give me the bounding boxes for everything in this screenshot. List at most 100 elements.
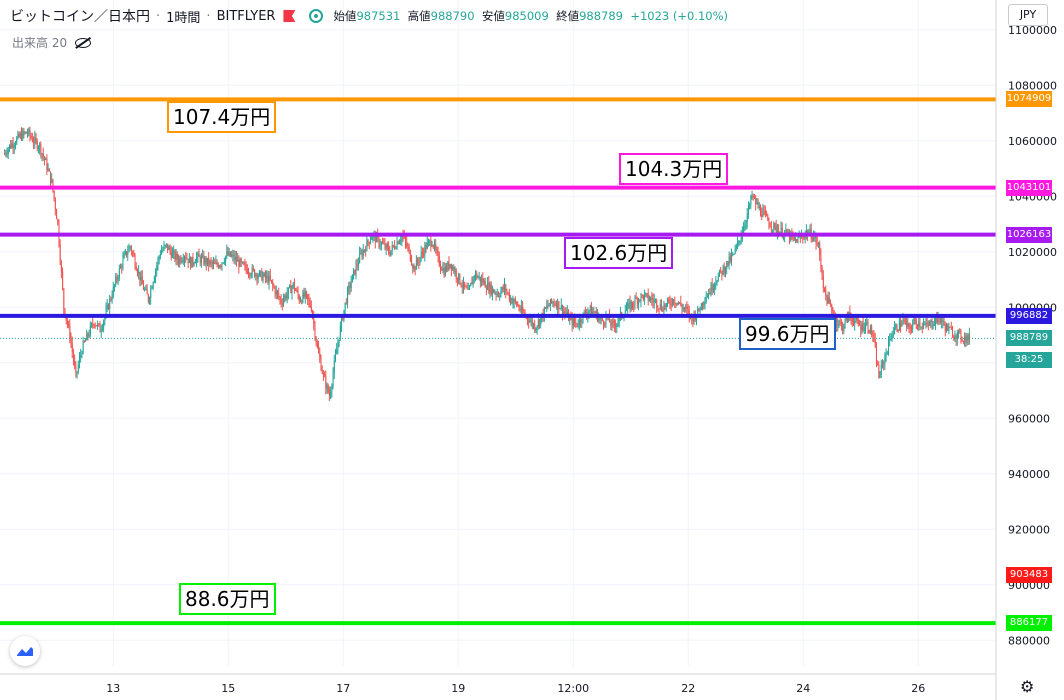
candle-body bbox=[233, 254, 235, 260]
candle-body bbox=[768, 220, 770, 226]
level-annotation[interactable]: 99.6万円 bbox=[739, 318, 836, 350]
candle-body bbox=[744, 225, 746, 228]
candle-body bbox=[443, 267, 445, 276]
candle-body bbox=[121, 266, 123, 268]
candle-body bbox=[685, 306, 687, 309]
candle-body bbox=[641, 294, 643, 296]
candle-body bbox=[885, 353, 887, 357]
candle-body bbox=[223, 261, 225, 263]
candle-body bbox=[927, 324, 929, 326]
candle-body bbox=[156, 265, 158, 271]
candle-body bbox=[725, 268, 727, 273]
candle-body bbox=[310, 306, 312, 312]
candle-body bbox=[279, 297, 281, 299]
candle-body bbox=[517, 305, 519, 307]
candle-body bbox=[612, 320, 614, 324]
candle-body bbox=[813, 237, 815, 240]
candle-body bbox=[116, 277, 118, 280]
candle-body bbox=[716, 281, 718, 283]
flag-icon[interactable] bbox=[283, 10, 296, 22]
candle-body bbox=[379, 245, 381, 247]
candle-body bbox=[273, 285, 275, 288]
candle-body bbox=[816, 243, 818, 245]
candle-body bbox=[399, 241, 401, 244]
candle-body bbox=[756, 202, 758, 204]
candle-body bbox=[403, 237, 405, 239]
candle-body bbox=[803, 237, 805, 239]
candle-body bbox=[10, 144, 12, 148]
level-annotation[interactable]: 107.4万円 bbox=[167, 101, 277, 133]
candle-body bbox=[144, 289, 146, 291]
candle-body bbox=[436, 249, 438, 253]
candle-body bbox=[301, 300, 303, 303]
hide-eye-icon[interactable] bbox=[75, 37, 92, 48]
candle-body bbox=[913, 319, 915, 325]
candle-body bbox=[115, 277, 117, 285]
candle-body bbox=[9, 144, 11, 149]
candle-body bbox=[562, 305, 564, 314]
visibility-icon[interactable] bbox=[309, 9, 324, 23]
candle-body bbox=[873, 335, 875, 340]
candle-body bbox=[531, 319, 533, 326]
gear-icon[interactable]: ⚙ bbox=[1020, 677, 1035, 696]
candle-body bbox=[418, 261, 420, 263]
candle-body bbox=[912, 324, 914, 330]
candle-body bbox=[751, 196, 753, 198]
candle-body bbox=[89, 325, 91, 335]
candle-body bbox=[755, 197, 757, 204]
candle-body bbox=[117, 277, 119, 280]
volume-legend: 出来高 20 bbox=[12, 34, 92, 51]
candle-body bbox=[180, 258, 182, 262]
candle-body bbox=[944, 324, 946, 331]
candle-body bbox=[384, 243, 386, 249]
candle-body bbox=[389, 251, 391, 256]
candle-body bbox=[431, 245, 433, 247]
candle-body bbox=[300, 300, 302, 302]
interval-label[interactable]: 1時間 bbox=[166, 10, 201, 26]
level-annotation[interactable]: 88.6万円 bbox=[179, 583, 276, 615]
candle-body bbox=[955, 336, 957, 340]
candle-body bbox=[103, 320, 105, 328]
tradingview-logo-icon[interactable] bbox=[10, 636, 40, 666]
candle-body bbox=[190, 257, 192, 268]
level-annotation[interactable]: 102.6万円 bbox=[564, 237, 674, 269]
currency-button[interactable]: JPY bbox=[1008, 4, 1048, 26]
candle-body bbox=[473, 276, 475, 278]
x-tick-label: 15 bbox=[221, 682, 235, 695]
candle-body bbox=[85, 340, 87, 342]
candle-body bbox=[682, 307, 684, 309]
candle-body bbox=[429, 240, 431, 242]
candle-body bbox=[4, 153, 6, 155]
candle-body bbox=[296, 290, 298, 292]
time-axis: 13 15 17 19 12:00 22 24 26 bbox=[0, 673, 996, 695]
level-annotation[interactable]: 104.3万円 bbox=[619, 153, 729, 185]
candle-body bbox=[79, 357, 81, 365]
x-tick-label: 24 bbox=[796, 682, 810, 695]
candle-body bbox=[16, 137, 18, 144]
candle-body bbox=[688, 310, 690, 317]
candle-body bbox=[629, 301, 631, 310]
candle-body bbox=[640, 294, 642, 302]
candle-body bbox=[274, 287, 276, 295]
candle-body bbox=[378, 237, 380, 246]
candle-body bbox=[909, 326, 911, 329]
symbol-name[interactable]: ビットコイン／日本円 bbox=[10, 9, 150, 25]
candle-body bbox=[624, 311, 626, 316]
candle-body bbox=[547, 305, 549, 307]
candle-body bbox=[298, 295, 300, 302]
candle-body bbox=[882, 362, 884, 365]
candle-body bbox=[74, 360, 76, 366]
candle-body bbox=[179, 258, 181, 264]
candle-body bbox=[659, 304, 661, 309]
candle-body bbox=[199, 256, 201, 263]
candle-body bbox=[627, 303, 629, 309]
candle-body bbox=[105, 309, 107, 317]
candle-body bbox=[483, 280, 485, 284]
candle-body bbox=[24, 132, 26, 134]
candle-body bbox=[964, 336, 966, 342]
candle-body bbox=[762, 210, 764, 217]
candle-body bbox=[748, 205, 750, 214]
candle-body bbox=[616, 323, 618, 327]
candle-body bbox=[820, 254, 822, 268]
